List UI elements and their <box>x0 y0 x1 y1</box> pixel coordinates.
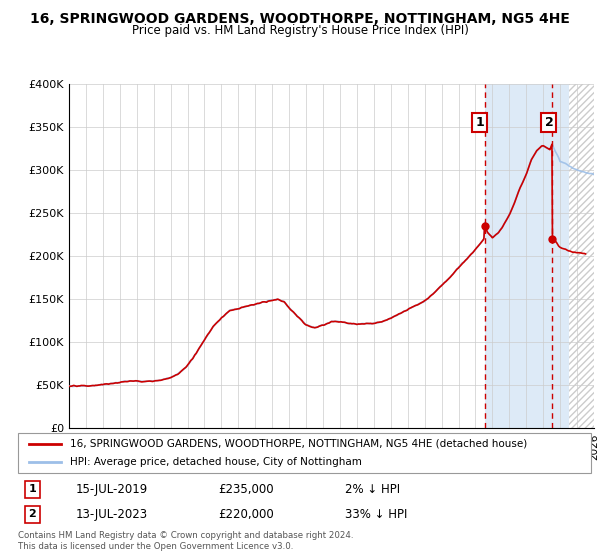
Text: 13-JUL-2023: 13-JUL-2023 <box>76 508 148 521</box>
Text: 16, SPRINGWOOD GARDENS, WOODTHORPE, NOTTINGHAM, NG5 4HE (detached house): 16, SPRINGWOOD GARDENS, WOODTHORPE, NOTT… <box>70 439 527 449</box>
Text: Contains HM Land Registry data © Crown copyright and database right 2024.: Contains HM Land Registry data © Crown c… <box>18 531 353 540</box>
Text: 2% ↓ HPI: 2% ↓ HPI <box>344 483 400 496</box>
Text: HPI: Average price, detached house, City of Nottingham: HPI: Average price, detached house, City… <box>70 457 361 467</box>
Text: 2: 2 <box>28 510 36 520</box>
Bar <box>485 84 569 428</box>
Text: 1: 1 <box>475 116 484 129</box>
Text: 33% ↓ HPI: 33% ↓ HPI <box>344 508 407 521</box>
Text: 2: 2 <box>545 116 553 129</box>
Text: 15-JUL-2019: 15-JUL-2019 <box>76 483 148 496</box>
Text: 16, SPRINGWOOD GARDENS, WOODTHORPE, NOTTINGHAM, NG5 4HE: 16, SPRINGWOOD GARDENS, WOODTHORPE, NOTT… <box>30 12 570 26</box>
Text: Price paid vs. HM Land Registry's House Price Index (HPI): Price paid vs. HM Land Registry's House … <box>131 24 469 37</box>
Text: £235,000: £235,000 <box>218 483 274 496</box>
Text: £220,000: £220,000 <box>218 508 274 521</box>
Text: 1: 1 <box>28 484 36 494</box>
FancyBboxPatch shape <box>18 433 591 473</box>
Bar <box>569 84 594 428</box>
Text: This data is licensed under the Open Government Licence v3.0.: This data is licensed under the Open Gov… <box>18 542 293 550</box>
